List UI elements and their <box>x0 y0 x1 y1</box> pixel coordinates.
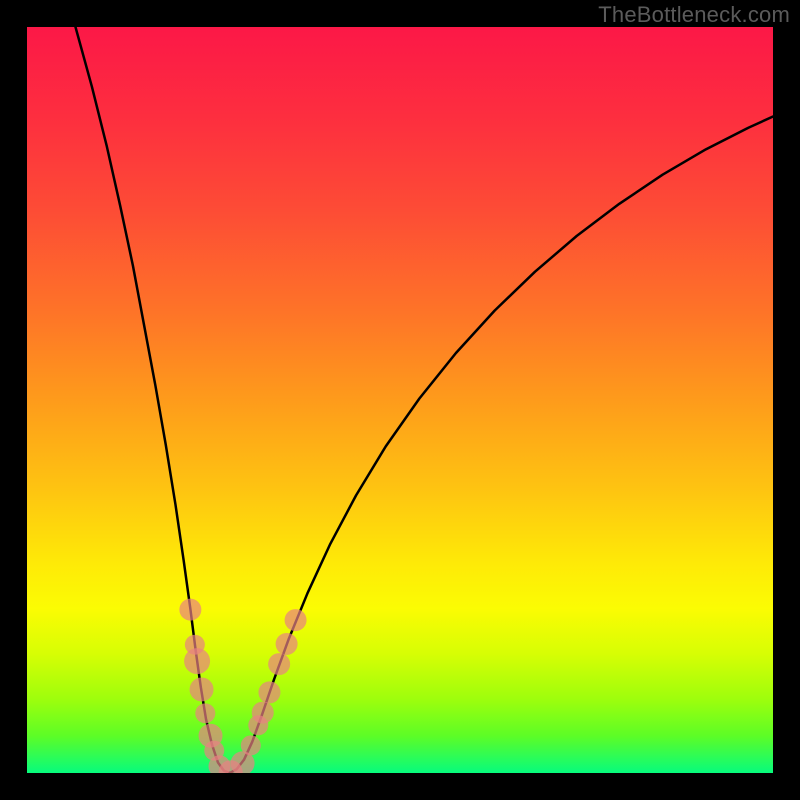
cluster-marker <box>285 609 307 631</box>
gradient-background <box>27 27 773 773</box>
chart-svg <box>27 27 773 773</box>
cluster-marker <box>258 681 280 703</box>
cluster-marker <box>268 653 290 675</box>
cluster-marker <box>190 677 214 701</box>
chart-frame: TheBottleneck.com <box>0 0 800 800</box>
watermark-text: TheBottleneck.com <box>598 2 790 28</box>
cluster-marker <box>195 703 215 723</box>
cluster-marker <box>276 633 298 655</box>
cluster-marker <box>184 648 210 674</box>
cluster-marker <box>179 599 201 621</box>
cluster-marker <box>252 702 274 724</box>
plot-area <box>27 27 773 773</box>
